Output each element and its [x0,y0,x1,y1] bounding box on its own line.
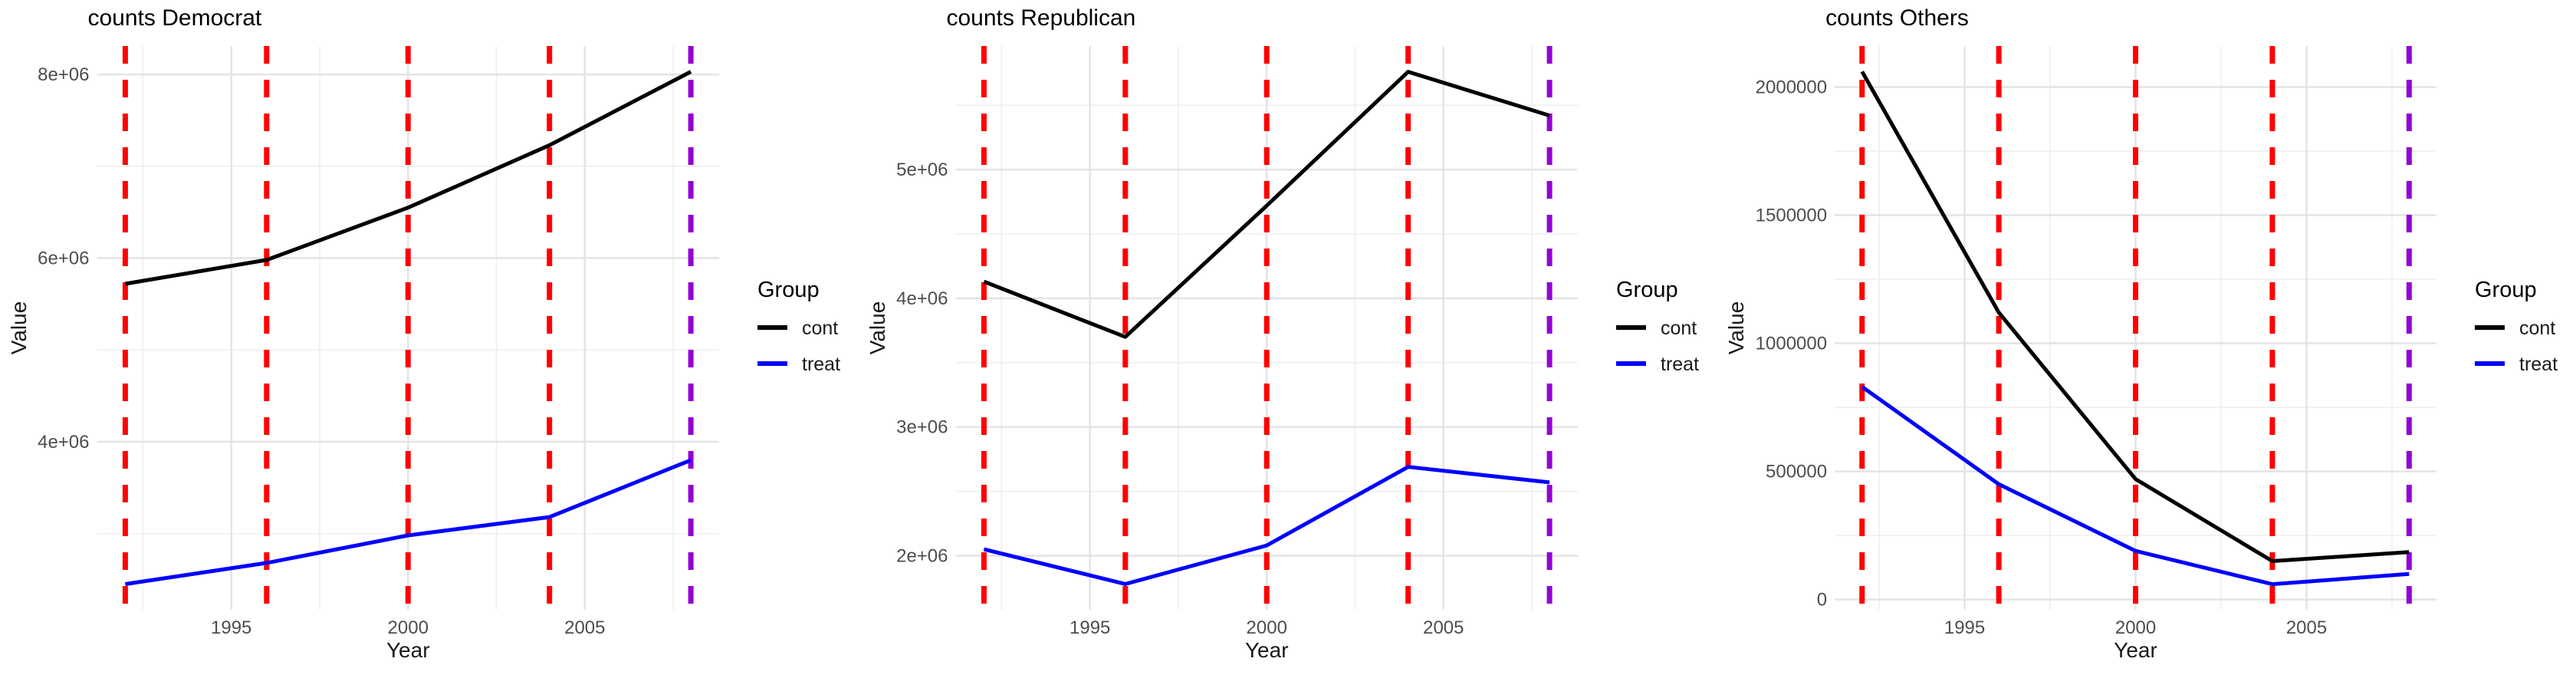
x-tick-label: 2000 [388,617,429,638]
series-line-treat [983,465,1550,586]
series-line-cont [1860,71,2410,563]
legend-label-treat: treat [2519,354,2558,375]
y-tick-label: 4e+06 [896,288,948,309]
chart-title: counts Democrat [88,5,262,31]
y-tick-label: 1000000 [1756,334,1827,354]
legend-label-cont: cont [802,318,838,339]
series-line-treat [125,458,692,586]
y-axis-title: Value [7,301,31,355]
x-tick-label: 1995 [1070,617,1110,638]
y-tick-label: 1500000 [1756,206,1827,226]
legend-title: Group [1616,278,1678,302]
y-tick-label: 0 [1817,590,1827,611]
y-tick-label: 2e+06 [896,546,948,567]
x-axis-title: Year [386,638,430,662]
plot-svg: 2e+06 3e+06 4e+06 5e+06 1995 2000 2005 counts R… [866,5,1699,662]
legend-label-treat: treat [802,354,840,375]
legend-label-treat: treat [1661,354,1699,375]
y-tick-label: 8e+06 [38,64,89,85]
series-line-treat [1861,385,2410,587]
x-tick-label: 1995 [1944,617,1985,638]
y-tick-label: 2000000 [1756,77,1827,97]
y-tick-label: 4e+06 [38,432,89,453]
series-line-cont [124,70,692,286]
x-tick-label: 2000 [1247,617,1287,638]
plot-svg: 4e+06 6e+06 8e+06 1995 2000 2005 counts Democr… [7,5,840,662]
chart-counts-democrat: 4e+06 6e+06 8e+06 1995 2000 2005 counts Democr… [0,0,859,675]
chart-title: counts Republican [947,5,1136,31]
chart-counts-others: 0 500000 1000000 1500000 2000000 1995 2000 2005… [1717,0,2576,675]
legend-title: Group [2475,278,2537,302]
series-line-cont [983,70,1550,339]
legend-label-cont: cont [2519,318,2555,339]
legend-label-cont: cont [1661,318,1697,339]
y-axis-title: Value [866,301,889,355]
y-tick-label: 6e+06 [38,249,89,269]
y-tick-label: 5e+06 [896,160,948,180]
y-tick-label: 500000 [1766,462,1827,482]
x-tick-label: 2005 [564,617,605,638]
x-tick-label: 1995 [211,617,251,638]
plot-svg: 0 500000 1000000 1500000 2000000 1995 2000 2005… [1724,5,2558,662]
legend-title: Group [757,278,820,302]
chart-counts-republican: 2e+06 3e+06 4e+06 5e+06 1995 2000 2005 counts R… [859,0,1717,675]
x-axis-title: Year [1245,638,1289,662]
x-tick-label: 2000 [2115,617,2156,638]
y-tick-label: 3e+06 [896,417,948,438]
y-axis-title: Value [1724,301,1748,355]
x-axis-title: Year [2114,638,2157,662]
x-tick-label: 2005 [2286,617,2327,638]
x-tick-label: 2005 [1423,617,1464,638]
chart-title: counts Others [1825,5,1969,31]
